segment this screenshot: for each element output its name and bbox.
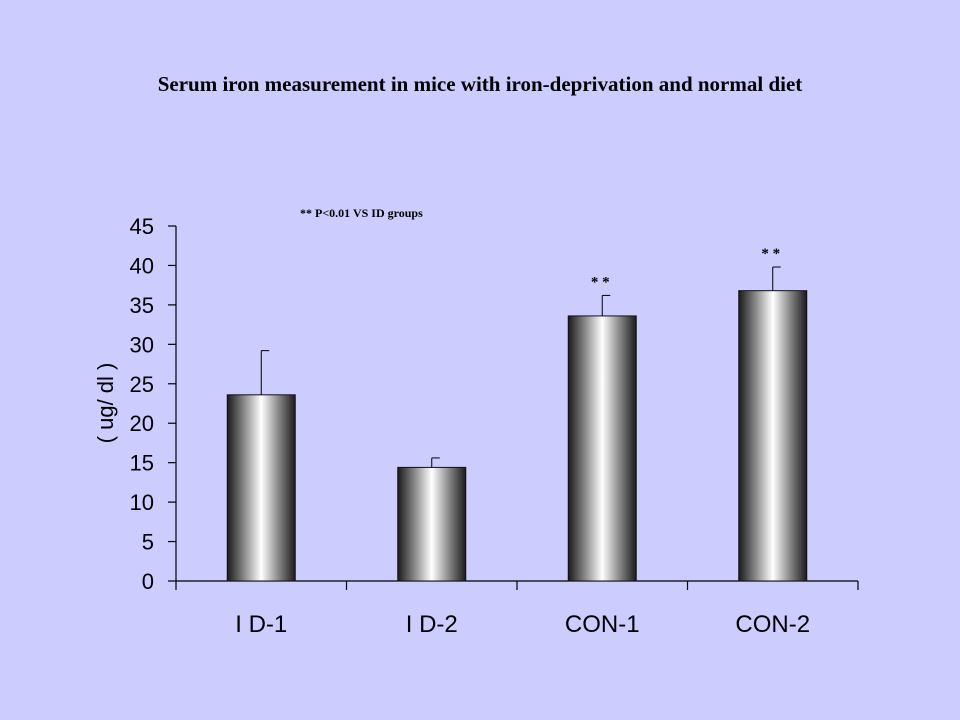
significance-marker: * *	[761, 246, 780, 262]
y-tick-label: 40	[130, 253, 154, 278]
y-tick-label: 30	[130, 332, 154, 357]
y-tick-label: 45	[130, 214, 154, 239]
y-tick-label: 0	[142, 569, 154, 594]
x-tick-label: I D-1	[235, 611, 287, 638]
y-tick-label: 5	[142, 530, 154, 555]
x-tick-label: CON-2	[735, 611, 810, 638]
bar	[397, 466, 467, 582]
y-tick-label: 20	[130, 411, 154, 436]
y-tick-label: 15	[130, 451, 154, 476]
significance-note: ** P<0.01 VS ID groups	[300, 206, 423, 220]
bar	[226, 394, 296, 582]
chart-title: Serum iron measurement in mice with iron…	[157, 72, 803, 96]
bar	[567, 315, 637, 582]
bar	[738, 290, 808, 582]
x-tick-label: CON-1	[565, 611, 640, 638]
significance-marker: * *	[591, 274, 610, 290]
y-tick-label: 10	[130, 490, 154, 515]
y-tick-label: 25	[130, 372, 154, 397]
x-tick-label: I D-2	[406, 611, 458, 638]
y-tick-label: 35	[130, 293, 154, 318]
y-axis-label: ( ug/ dl )	[93, 363, 118, 444]
